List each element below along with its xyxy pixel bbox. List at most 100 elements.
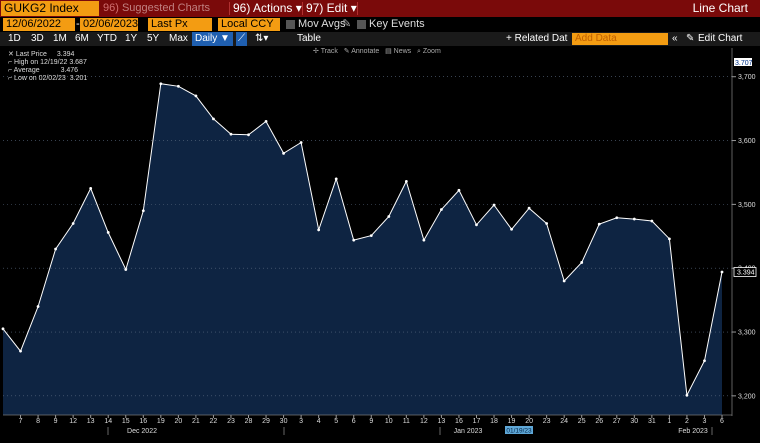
track-tool[interactable]: ✢ Track [313, 48, 338, 55]
add-data-input[interactable]: Add Data [572, 33, 668, 45]
x-tick-label: 6 [720, 418, 724, 425]
data-point [422, 238, 426, 242]
collapse-icon[interactable]: « [672, 33, 678, 44]
suggested-charts-label: Suggested Charts [121, 2, 211, 14]
x-tick-label: 13 [438, 418, 446, 425]
edit-menu[interactable]: 97) Edit ▾ [306, 1, 357, 15]
news-tool[interactable]: ▤ News [385, 48, 412, 55]
range-1y[interactable]: 1Y [125, 33, 138, 44]
x-tick-label: 29 [262, 418, 270, 425]
chart-type-icon[interactable]: ⇅▾ [255, 33, 269, 44]
range-max[interactable]: Max [169, 33, 188, 44]
price-line [2, 83, 723, 397]
chart-legend: ✕ Last Price 3.394 ⌐ High on 12/19/22 3.… [8, 51, 87, 83]
end-date-field[interactable]: 02/06/2023 [80, 18, 138, 31]
x-tick-label: 11 [403, 418, 410, 425]
legend-average: ⌐ Average 3.476 [8, 67, 79, 74]
data-point [124, 268, 128, 271]
x-tick-label: 27 [613, 418, 621, 425]
key-events-checkbox[interactable] [357, 20, 366, 29]
annotate-tool[interactable]: ✎ Annotate [343, 48, 380, 55]
data-point [562, 279, 566, 283]
legend-high: ⌐ High on 12/19/22 3.687 [8, 59, 87, 66]
data-point [282, 151, 285, 155]
data-point [510, 227, 513, 231]
data-point [667, 237, 671, 241]
suggested-charts-number: 96) [103, 2, 119, 14]
menu-divider [357, 2, 358, 15]
highlight-date-box [505, 426, 533, 434]
data-point [440, 208, 443, 211]
x-tick-label: 19 [157, 418, 165, 425]
mov-avgs-checkbox[interactable] [286, 20, 295, 29]
range-5y[interactable]: 5Y [147, 33, 160, 44]
pencil-icon[interactable]: ✎ [342, 18, 352, 30]
zoom-tool[interactable]: ⌕ Zoom [417, 48, 441, 55]
chart-title: Line Chart [692, 1, 748, 15]
range-3d[interactable]: 3D [31, 33, 44, 44]
top-menu-bar: GUKG2 Index 96) Suggested Charts 96) Act… [0, 0, 760, 17]
data-point [159, 82, 163, 86]
data-point [106, 231, 110, 234]
y-tick-label: 3,600 [738, 138, 756, 145]
line-chart-icon[interactable]: ⟋ [236, 32, 247, 46]
edit-chart-icon[interactable]: ✎ [686, 33, 695, 44]
x-tick-label: 6 [352, 418, 356, 425]
table-button[interactable]: Table [297, 33, 321, 44]
price-field-select[interactable]: Last Px [148, 18, 212, 31]
month-label: Feb 2023 [678, 428, 708, 435]
y-tick-label: 3,500 [738, 202, 756, 209]
suggested-charts-menu[interactable]: 96) Suggested Charts [103, 0, 210, 17]
data-point [89, 187, 93, 190]
range-bar: 1D 3D 1M 6M YTD 1Y 5Y Max Daily ▼ ⟋ ⇅▾ T… [0, 32, 760, 46]
y-tick-label: 3,700 [738, 74, 756, 81]
legend-low: ⌐ Low on 02/02/23 3.201 [8, 75, 88, 82]
data-point [334, 177, 338, 181]
chart-tools: ✢ Track ✎ Annotate ▤ News ⌕ Zoom [313, 47, 441, 56]
data-point [299, 141, 303, 144]
x-tick-label: 4 [317, 418, 321, 425]
line-chart[interactable]: 3,2003,3003,4003,5003,6003,7003.7073.394… [0, 46, 760, 443]
y-tick-label: 3,200 [738, 393, 756, 400]
data-point [212, 117, 215, 121]
start-date-field[interactable]: 12/06/2022 [3, 18, 75, 31]
data-point [650, 219, 654, 223]
highlight-date: 01/19/23 [506, 428, 532, 435]
month-label: Jan 2023 [454, 428, 483, 435]
menu-divider [229, 2, 230, 15]
area-fill [3, 83, 722, 415]
data-point [387, 215, 391, 218]
data-point [264, 120, 268, 123]
month-label: Dec 2022 [127, 428, 157, 435]
actions-menu[interactable]: 96) Actions ▾ [233, 1, 302, 15]
x-tick-label: 30 [280, 418, 288, 425]
periodicity-select[interactable]: Daily ▼ [192, 32, 233, 46]
x-tick-label: 1 [667, 418, 671, 425]
data-point [615, 216, 619, 220]
x-tick-label: 20 [174, 418, 182, 425]
x-tick-label: 24 [560, 418, 568, 425]
data-point [54, 247, 58, 251]
data-point [703, 359, 706, 363]
edit-chart-button[interactable]: Edit Chart [698, 33, 743, 44]
x-tick-label: 22 [210, 418, 218, 425]
last-price-box [733, 267, 757, 277]
x-tick-label: 20 [525, 418, 533, 425]
key-events-label: Key Events [369, 18, 425, 30]
ticker-field[interactable]: GUKG2 Index [1, 1, 99, 16]
last-price-label: 3.394 [737, 270, 755, 277]
data-point [545, 222, 549, 225]
x-tick-label: 9 [54, 418, 58, 425]
legend-last-price: ✕ Last Price 3.394 [8, 51, 75, 58]
x-tick-label: 2 [685, 418, 689, 425]
range-1m[interactable]: 1M [53, 33, 67, 44]
range-ytd[interactable]: YTD [97, 33, 117, 44]
currency-select[interactable]: Local CCY [218, 18, 280, 31]
data-point [194, 94, 198, 98]
x-tick-label: 16 [455, 418, 463, 425]
range-6m[interactable]: 6M [75, 33, 89, 44]
data-point [457, 188, 461, 192]
range-1d[interactable]: 1D [8, 33, 21, 44]
related-data-button[interactable]: + Related Dat [506, 33, 568, 44]
menu-divider [302, 2, 303, 15]
